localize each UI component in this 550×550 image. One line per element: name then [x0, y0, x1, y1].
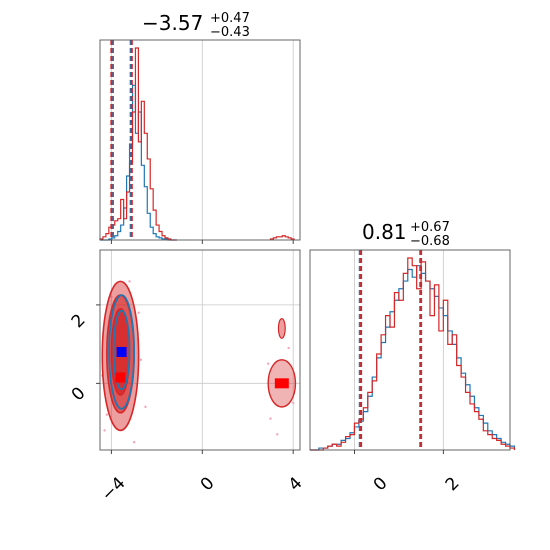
panel-frame — [99, 39, 301, 241]
scatter-point — [128, 280, 131, 283]
scatter-point — [139, 358, 143, 362]
scatter-point — [137, 311, 140, 314]
red-secondary-blob — [277, 318, 286, 339]
scatter-point — [144, 405, 147, 409]
scatter-point — [105, 413, 109, 416]
title-plus: +0.47 — [210, 11, 250, 26]
title-minus: −0.68 — [410, 234, 450, 249]
scatter-point — [266, 362, 270, 365]
bottom-left-contour — [96, 249, 301, 454]
red-marker — [115, 372, 126, 383]
title-value: 0.81 — [362, 220, 407, 244]
histogram-series-red — [310, 257, 516, 451]
x-tick-label: 2 — [442, 473, 464, 495]
top-left-title: −3.57 +0.47 −0.43 — [142, 11, 250, 40]
title-minus: −0.43 — [210, 25, 250, 40]
scatter-point — [291, 401, 295, 405]
scatter-point — [269, 417, 272, 420]
blue-contour-level — [112, 309, 131, 391]
bottom-right-histogram — [309, 249, 516, 454]
y-tick-label: 0 — [68, 383, 90, 405]
scatter-point — [103, 429, 106, 432]
blue-marker — [116, 346, 127, 357]
x-tick-label: −4 — [98, 473, 130, 505]
scatter-point — [132, 440, 136, 444]
x-tick-label: 4 — [285, 473, 307, 495]
x-tick-label: 0 — [197, 473, 219, 495]
red-secondary-marker — [274, 378, 289, 389]
contour-area — [100, 250, 300, 450]
scatter-point — [110, 295, 113, 299]
title-value: −3.57 — [142, 11, 203, 35]
histogram-series-secondary-red — [269, 235, 295, 240]
y-tick-label: 2 — [68, 310, 90, 332]
panel-frame — [99, 249, 301, 451]
panel-frame — [309, 249, 511, 451]
bottom-right-title: 0.81 +0.67 −0.68 — [362, 220, 450, 249]
scatter-point — [287, 346, 290, 350]
top-left-histogram — [99, 39, 301, 244]
title-plus: +0.67 — [410, 220, 450, 235]
x-tick-label: 0 — [370, 473, 392, 495]
scatter-point — [276, 433, 279, 436]
blue-contour-level — [108, 294, 135, 410]
